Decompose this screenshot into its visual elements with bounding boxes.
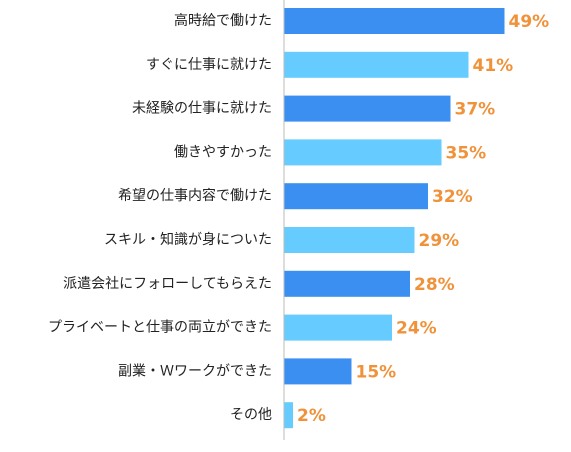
category-label: 高時給で働けた xyxy=(174,12,272,29)
bar xyxy=(284,270,410,297)
value-label: 41% xyxy=(473,56,514,76)
value-label: 2% xyxy=(297,406,326,426)
value-label: 35% xyxy=(446,143,487,163)
bar xyxy=(284,8,505,34)
value-label: 29% xyxy=(419,231,460,251)
bar xyxy=(284,51,469,78)
bar xyxy=(284,314,392,341)
category-label: 希望の仕事内容で働けた xyxy=(118,187,272,204)
bar xyxy=(284,139,442,166)
category-label: プライベートと仕事の両立ができた xyxy=(48,320,272,336)
value-label: 24% xyxy=(396,319,437,339)
category-label: 派遣会社にフォローしてもらえた xyxy=(63,276,272,292)
value-label: 28% xyxy=(414,275,455,295)
bar xyxy=(284,227,415,253)
value-label: 49% xyxy=(509,12,550,32)
bar xyxy=(284,95,451,122)
bar xyxy=(284,402,293,429)
category-label: スキル・知識が身についた xyxy=(104,231,272,248)
category-label: 働きやすかった xyxy=(174,144,272,160)
value-label: 37% xyxy=(455,100,496,120)
bar xyxy=(284,183,428,210)
bar xyxy=(284,358,352,385)
value-label: 15% xyxy=(356,362,397,382)
category-label: 未経験の仕事に就けた xyxy=(132,101,272,117)
category-label: その他 xyxy=(230,407,272,423)
category-label: すぐに仕事に就けた xyxy=(146,57,272,73)
value-label: 32% xyxy=(432,187,473,207)
category-label: 副業・Ｗワークができた xyxy=(118,363,272,379)
